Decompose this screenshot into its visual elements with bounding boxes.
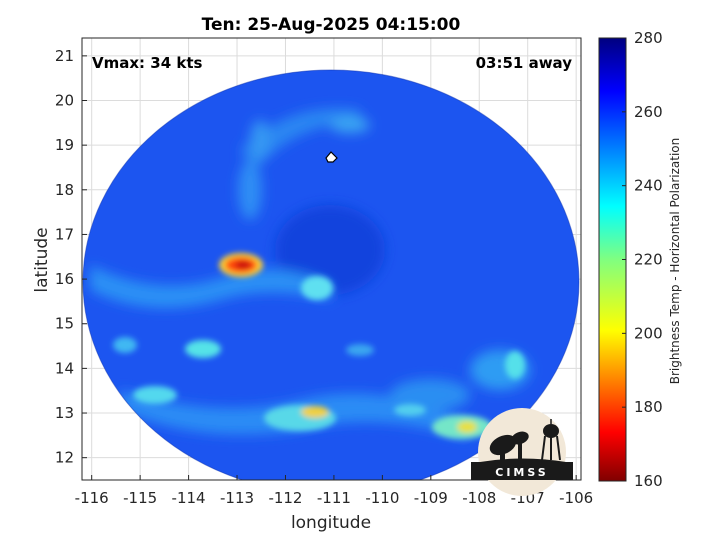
western-cyan-patch [185, 340, 221, 358]
cyan-patch-center [301, 276, 333, 300]
y-tick-label: 18 [55, 181, 74, 199]
x-axis-label: longitude [291, 513, 371, 533]
axes-box [81, 37, 582, 481]
x-tick-label: -112 [268, 489, 302, 507]
swath-intense-features [113, 253, 525, 439]
chart-title: Ten: 25-Aug-2025 04:15:00 [202, 15, 461, 35]
x-axis-ticks: -116 -115 -114 -113 -112 -111 -110 -109 -108 -107… [75, 475, 593, 507]
y-tick-label: 19 [55, 136, 74, 154]
swath-edge [82, 69, 580, 480]
water-tower-icon [543, 424, 559, 438]
x-tick-label: -108 [462, 489, 496, 507]
colorbar-tick-label: 260 [634, 103, 663, 121]
logo-text: CIMSS [495, 466, 548, 479]
y-tick-label: 14 [55, 359, 74, 377]
eastern-cyan-patch [505, 351, 525, 379]
small-dish-icon [511, 431, 529, 445]
colorbar-tick-label: 220 [634, 251, 663, 269]
satellite-dish-icon [489, 434, 517, 456]
y-tick-label: 12 [55, 449, 74, 467]
southeast-small-patch [394, 404, 426, 416]
northern-arc-segment [238, 160, 262, 220]
x-tick-label: -113 [220, 489, 254, 507]
central-south-patch [346, 344, 374, 356]
southwest-cyan-patch [133, 386, 177, 404]
colorbar: 160 180 200 220 240 260 280 Brightness Temp - … [598, 29, 682, 490]
cimss-logo: CIMSS [471, 408, 573, 496]
colorbar-tick-label: 240 [634, 177, 663, 195]
y-axis-label: latitude [32, 227, 52, 292]
x-tick-label: -106 [559, 489, 593, 507]
time-away-label: 03:51 away [476, 54, 573, 72]
x-tick-label: -115 [123, 489, 157, 507]
x-tick-label: -109 [414, 489, 448, 507]
colorbar-tick-label: 200 [634, 324, 663, 342]
vmax-label: Vmax: 34 kts [92, 54, 202, 72]
x-tick-label: -111 [317, 489, 351, 507]
x-tick-label: -114 [172, 489, 206, 507]
southeast-band-outer [390, 379, 470, 411]
x-tick-label: -110 [365, 489, 399, 507]
southern-band-core [301, 406, 329, 418]
y-tick-label: 16 [55, 270, 74, 288]
colorbar-tick-label: 280 [634, 29, 663, 47]
convection-core-peak [235, 261, 251, 269]
northern-arc-segment-2 [250, 120, 270, 160]
y-tick-label: 20 [55, 92, 74, 110]
northern-arc-segment-3 [330, 117, 370, 133]
colorbar-gradient [598, 37, 627, 482]
storm-position-marker [325, 151, 338, 163]
y-tick-label: 15 [55, 315, 74, 333]
microwave-swath [82, 69, 580, 480]
eye-region [275, 205, 385, 295]
y-axis-ticks: 12 13 14 15 16 17 18 19 20 21 [55, 47, 87, 467]
y-tick-label: 17 [55, 225, 74, 243]
colorbar-label: Brightness Temp - Horizontal Polarizatio… [668, 138, 682, 385]
colorbar-tick-label: 180 [634, 398, 663, 416]
y-tick-label: 13 [55, 404, 74, 422]
western-spiral-band [90, 265, 330, 308]
southeast-yellow-core [457, 421, 477, 433]
far-west-patch [113, 337, 137, 353]
colorbar-ticks: 160 180 200 220 240 260 280 [622, 29, 663, 490]
logo-banner [471, 462, 573, 480]
x-tick-label: -116 [75, 489, 109, 507]
y-tick-label: 21 [55, 47, 74, 65]
colorbar-tick-label: 160 [634, 472, 663, 490]
